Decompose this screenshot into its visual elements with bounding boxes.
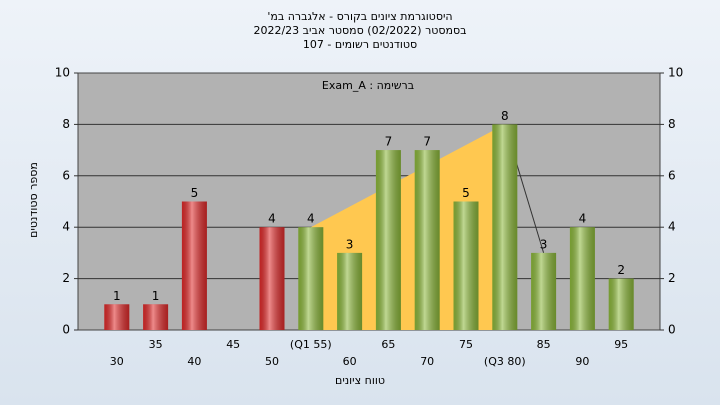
y2-tick-label: 4: [668, 220, 676, 234]
bar-shine: [298, 227, 324, 330]
x-tick-label: 90: [575, 355, 589, 368]
x-tick-label: 75: [459, 338, 473, 351]
chart-subtitle: סטודנטים רשומים - 107: [303, 38, 417, 51]
x-tick-label: (Q3 80): [484, 355, 526, 368]
y-tick-label: 8: [62, 117, 70, 131]
value-label: 7: [385, 135, 393, 149]
y-tick-label: 2: [62, 271, 70, 285]
value-label: 5: [462, 186, 470, 200]
x-tick-label: 30: [110, 355, 124, 368]
y-tick-label: 4: [62, 220, 70, 234]
bar-shine: [569, 227, 595, 330]
x-tick-label: 65: [381, 338, 395, 351]
y2-tick-label: 8: [668, 117, 676, 131]
y-axis-label: מספר סטודנטים: [27, 162, 40, 238]
x-tick-label: 95: [614, 338, 628, 351]
chart-subtitle: בסמסטר (02/2022) סמסטר אביב 2022/23: [253, 24, 466, 37]
value-label: 1: [152, 289, 160, 303]
bar-shine: [414, 150, 440, 330]
value-label: 1: [113, 289, 121, 303]
value-label: 8: [501, 109, 509, 123]
bar-shine: [104, 304, 130, 330]
bar-shine: [492, 124, 518, 331]
value-label: 3: [540, 237, 548, 251]
value-label: 4: [268, 212, 276, 226]
bar-shine: [143, 304, 169, 330]
bar-shine: [375, 150, 401, 330]
x-tick-label: 85: [537, 338, 551, 351]
value-label: 4: [579, 212, 587, 226]
bar-shine: [181, 201, 207, 330]
value-label: 5: [191, 186, 199, 200]
x-tick-label: 45: [226, 338, 240, 351]
value-label: 3: [346, 237, 354, 251]
bar-shine: [259, 227, 285, 330]
bar-shine: [337, 252, 363, 330]
x-axis-label: טווח ציונים: [335, 374, 385, 387]
bar-shine: [453, 201, 479, 330]
y-tick-label: 0: [62, 323, 70, 337]
bar-shine: [608, 278, 634, 330]
y2-tick-label: 6: [668, 168, 676, 182]
x-tick-label: 50: [265, 355, 279, 368]
x-tick-label: 40: [187, 355, 201, 368]
y2-tick-label: 0: [668, 323, 676, 337]
y2-tick-label: 10: [668, 66, 683, 80]
x-tick-label: 70: [420, 355, 434, 368]
value-label: 7: [423, 135, 431, 149]
bar-shine: [531, 252, 557, 330]
y2-tick-label: 2: [668, 271, 676, 285]
value-label: 4: [307, 212, 315, 226]
y-tick-label: 10: [55, 66, 70, 80]
x-tick-label: (Q1 55): [290, 338, 332, 351]
x-tick-label: 60: [343, 355, 357, 368]
annotation: ברשימה : Exam_A: [322, 79, 414, 92]
value-label: 2: [617, 263, 625, 277]
chart-title: היסטוגרמת ציונים בקורס - אלגברה במ': [267, 10, 452, 23]
x-tick-label: 35: [149, 338, 163, 351]
y-tick-label: 6: [62, 168, 70, 182]
